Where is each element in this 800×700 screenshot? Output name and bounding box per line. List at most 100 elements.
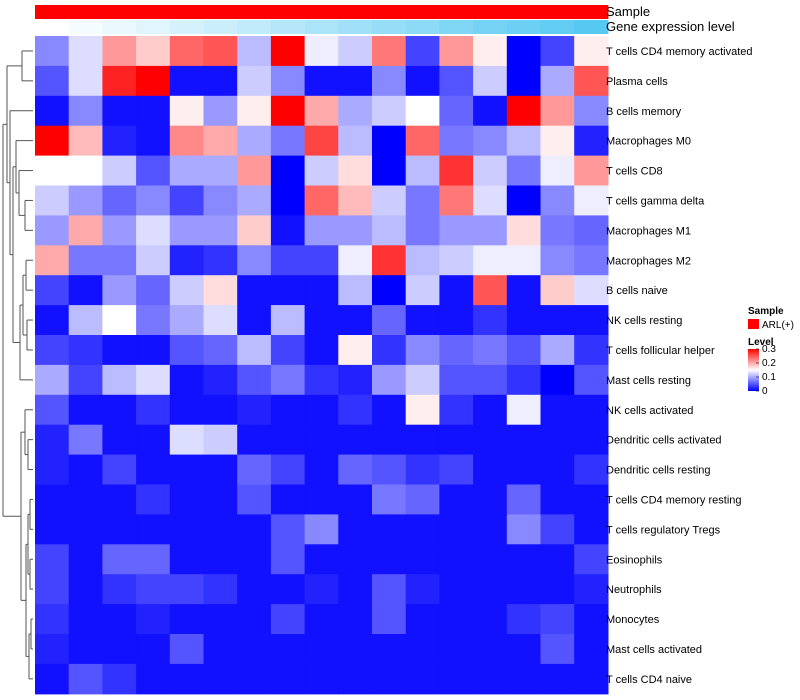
- heatmap-cell: [169, 484, 205, 515]
- heatmap-cell: [136, 245, 171, 276]
- heatmap-cell: [169, 275, 205, 306]
- heatmap-cell: [304, 454, 339, 486]
- heatmap-cell: [237, 634, 272, 665]
- heatmap-cell: [506, 364, 542, 396]
- heatmap-cell: [439, 514, 474, 545]
- row-dendrogram: [2, 50, 33, 680]
- heatmap-cell: [473, 245, 508, 276]
- sample-annotation-cell: [540, 5, 575, 19]
- heatmap-cell: [574, 275, 609, 306]
- heatmap-cell: [439, 305, 474, 336]
- heatmap-cell: [506, 245, 542, 276]
- sample-annotation-cell: [473, 5, 508, 19]
- row-label: Macrophages M0: [606, 136, 691, 148]
- heatmap-cell: [304, 424, 339, 456]
- row-label: Monocytes: [606, 614, 660, 626]
- expression-annotation-cell: [169, 20, 204, 34]
- heatmap-cell: [405, 544, 440, 575]
- row-label: Dendritic cells resting: [606, 465, 711, 477]
- heatmap-cell: [338, 634, 373, 665]
- heatmap-cell: [35, 65, 70, 97]
- row-label: B cells memory: [606, 106, 682, 118]
- heatmap-cell: [270, 394, 306, 426]
- heatmap-cell: [439, 335, 474, 366]
- heatmap-cell: [102, 215, 137, 246]
- heatmap-cell: [540, 125, 575, 157]
- heatmap-cell: [102, 544, 137, 575]
- heatmap-cell: [270, 215, 306, 246]
- heatmap-cell: [506, 185, 542, 216]
- heatmap-cell: [304, 394, 339, 426]
- heatmap-cell: [372, 604, 407, 635]
- heatmap-cell: [506, 634, 542, 665]
- heatmap-cell: [68, 394, 103, 426]
- legend-sample-swatch: [748, 319, 759, 329]
- heatmap-cell: [270, 604, 306, 635]
- heatmap-cell: [35, 215, 70, 246]
- heatmap-cell: [372, 544, 407, 575]
- expression-annotation-cell: [338, 20, 373, 34]
- heatmap-cell: [68, 634, 103, 665]
- heatmap-cell: [304, 185, 339, 216]
- heatmap-cell: [372, 245, 407, 276]
- expression-annotation-cell: [270, 20, 306, 34]
- heatmap-cell: [506, 424, 542, 456]
- heatmap-cell: [338, 454, 373, 486]
- legend-level-title: Level: [748, 337, 774, 348]
- heatmap-cell: [473, 604, 508, 635]
- heatmap-cell: [169, 604, 205, 635]
- heatmap-cell: [35, 364, 70, 396]
- heatmap-cell: [304, 305, 339, 336]
- heatmap-cell: [372, 663, 407, 695]
- heatmap-cell: [68, 424, 103, 456]
- heatmap-cell: [203, 155, 238, 187]
- heatmap-cell: [68, 245, 103, 276]
- heatmap-cell: [574, 215, 609, 246]
- heatmap-cell: [372, 215, 407, 246]
- heatmap-cell: [169, 125, 205, 157]
- heatmap-cell: [473, 185, 508, 216]
- heatmap-cell: [304, 215, 339, 246]
- legend-tick-label: 0.3: [762, 344, 776, 355]
- heatmap-cell: [68, 305, 103, 336]
- heatmap-cell: [169, 634, 205, 665]
- heatmap-cell: [68, 65, 103, 97]
- heatmap-cell: [237, 275, 272, 306]
- heatmap-cell: [574, 125, 609, 157]
- heatmap-cell: [68, 574, 103, 605]
- sample-annotation-cell: [372, 5, 407, 19]
- heatmap-cell: [506, 65, 542, 97]
- expression-annotation-cell: [304, 20, 339, 34]
- heatmap-cell: [405, 215, 440, 246]
- expression-annotation-cell: [540, 20, 575, 34]
- row-label: B cells naive: [606, 285, 668, 297]
- expression-annotation-cell: [506, 20, 541, 34]
- heatmap-cell: [304, 275, 339, 306]
- heatmap-cell: [270, 544, 306, 575]
- expression-annotation-label: Gene expression level: [606, 19, 735, 34]
- heatmap-cell: [338, 574, 373, 605]
- heatmap-cell: [506, 574, 542, 605]
- legend-sample-label: ARL(+): [762, 320, 794, 331]
- heatmap-cell: [237, 215, 272, 246]
- heatmap-cell: [372, 394, 407, 426]
- heatmap-cell: [270, 634, 306, 665]
- heatmap-cell: [439, 215, 474, 246]
- heatmap-cell: [304, 364, 339, 396]
- heatmap-cell: [203, 544, 238, 575]
- heatmap-cell: [203, 36, 238, 67]
- row-label: T cells CD4 memory resting: [606, 494, 742, 506]
- heatmap-cell: [473, 215, 508, 246]
- heatmap-cell: [237, 65, 272, 97]
- heatmap-cell: [270, 65, 306, 97]
- heatmap-cell: [506, 454, 542, 486]
- heatmap-cells: [35, 36, 609, 695]
- heatmap-cell: [405, 36, 440, 67]
- expression-annotation-cell: [102, 20, 137, 34]
- heatmap-cell: [203, 484, 238, 515]
- heatmap-cell: [203, 95, 238, 127]
- heatmap-cell: [304, 36, 339, 67]
- heatmap-cell: [136, 275, 171, 306]
- heatmap-cell: [304, 484, 339, 515]
- expression-annotation-cell: [203, 20, 238, 34]
